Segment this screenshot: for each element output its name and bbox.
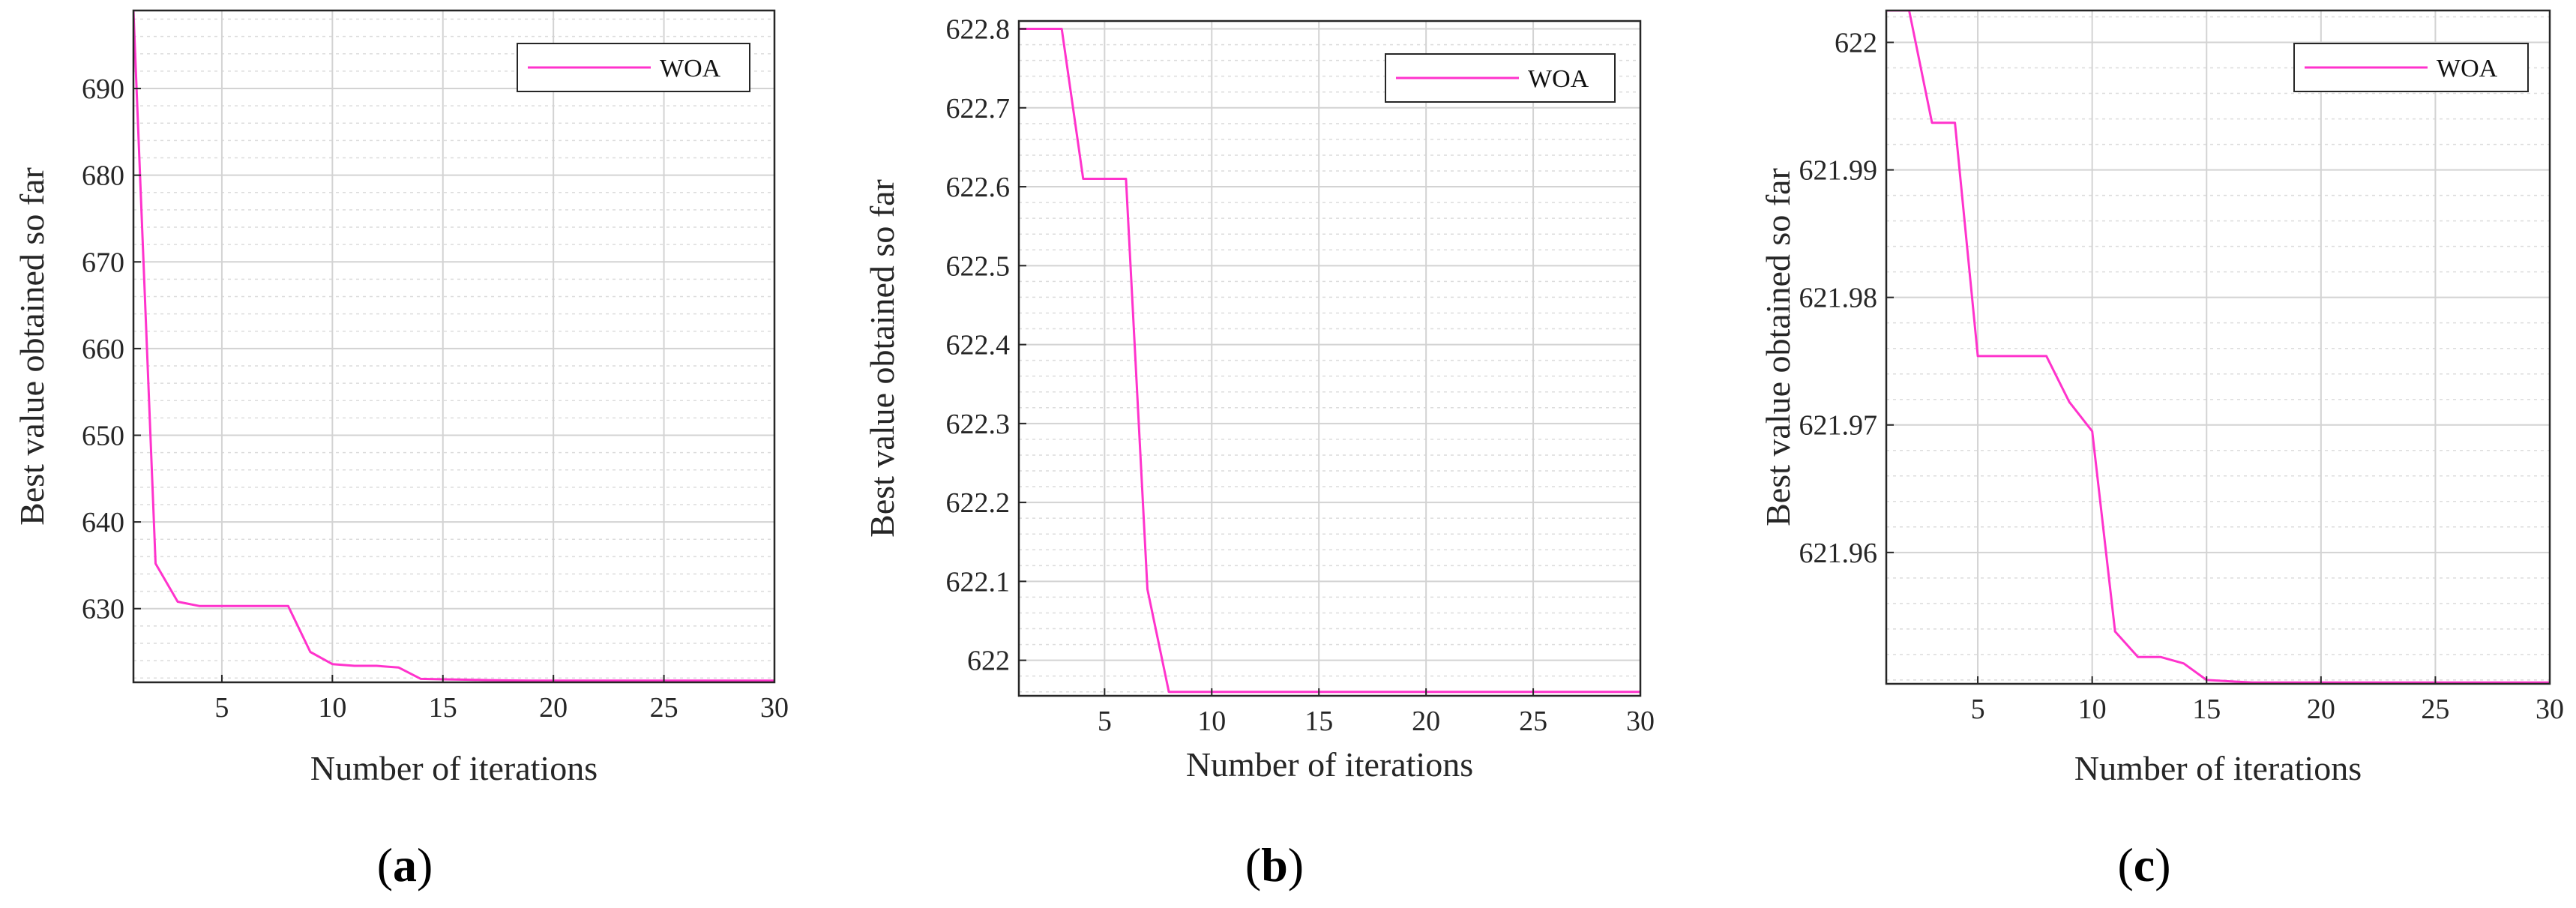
- legend-b: WOA: [1385, 53, 1616, 103]
- x-tick-label-b: 30: [1626, 706, 1655, 737]
- plot-frame-c: [1885, 9, 2551, 685]
- x-tick-label-c: 30: [2536, 694, 2564, 725]
- x-tick-label-a: 25: [650, 692, 678, 724]
- y-axis-label-b: Best value obtained so far: [863, 179, 901, 538]
- y-tick-label-b: 622: [967, 646, 1010, 677]
- y-tick-label-c: 621.96: [1799, 538, 1878, 569]
- x-axis-label-a: Number of iterations: [310, 749, 598, 787]
- x-axis-label-b: Number of iterations: [1186, 745, 1473, 784]
- y-tick-label-c: 622: [1835, 28, 1877, 59]
- y-axis-label-c: Best value obtained so far: [1759, 168, 1797, 526]
- caption-c: (c): [2117, 838, 2170, 892]
- y-tick-label-b: 622.6: [946, 172, 1011, 203]
- y-tick-label-b: 622.2: [946, 487, 1011, 519]
- y-tick-label-c: 621.97: [1799, 410, 1878, 442]
- x-tick-label-b: 25: [1519, 706, 1547, 737]
- caption-letter-b: b: [1261, 838, 1288, 892]
- x-tick-label-c: 15: [2192, 694, 2221, 725]
- chart-panel-c: 5 10 15 20 25 30 621.96 621.97 621.98 621.99 622 N…: [1759, 9, 2564, 787]
- legend-label-a: WOA: [660, 55, 721, 82]
- y-tick-label-a: 630: [82, 594, 124, 625]
- x-tick-label-a: 5: [214, 692, 229, 724]
- x-tick-label-a: 20: [539, 692, 568, 724]
- caption-b: (b): [1245, 838, 1304, 892]
- x-tick-label-a: 10: [318, 692, 346, 724]
- caption-letter-a: a: [393, 838, 417, 892]
- legend-label-c: WOA: [2437, 55, 2498, 82]
- x-tick-label-b: 5: [1098, 706, 1112, 737]
- y-tick-label-a: 660: [82, 334, 124, 365]
- legend-c: WOA: [2293, 43, 2529, 92]
- legend-label-b: WOA: [1528, 65, 1589, 93]
- x-tick-label-c: 5: [1971, 694, 1985, 725]
- x-tick-label-a: 30: [760, 692, 789, 724]
- chart-panel-a: 5 10 15 20 25 30 630 640 650 660 670 680 690 Number …: [13, 9, 789, 787]
- y-axis-label-a: Best value obtained so far: [13, 167, 51, 526]
- series-line-a: [133, 10, 774, 682]
- y-tick-label-c: 621.98: [1799, 283, 1878, 314]
- series-line-c: [1886, 10, 2550, 684]
- x-tick-label-c: 25: [2421, 694, 2449, 725]
- y-tick-label-a: 680: [82, 160, 124, 192]
- plot-frame-a: [132, 9, 776, 684]
- y-tick-label-b: 622.1: [946, 566, 1011, 598]
- caption-letter-c: c: [2134, 838, 2155, 892]
- x-axis-label-c: Number of iterations: [2074, 749, 2362, 787]
- plot-frame-b: [1017, 19, 1642, 697]
- y-tick-label-b: 622.5: [946, 250, 1011, 282]
- chart-panel-b: 5 10 15 20 25 30 622 622.1 622.2 622.3 622.4 622.5 6…: [863, 14, 1655, 784]
- x-tick-label-c: 20: [2307, 694, 2335, 725]
- x-tick-label-c: 10: [2078, 694, 2107, 725]
- y-tick-label-b: 622.7: [946, 93, 1011, 124]
- x-tick-label-b: 20: [1412, 706, 1440, 737]
- y-tick-label-a: 670: [82, 247, 124, 278]
- series-line-b: [1019, 28, 1640, 694]
- caption-a: (a): [377, 838, 433, 892]
- x-tick-label-b: 10: [1197, 706, 1226, 737]
- legend-a: WOA: [517, 43, 750, 92]
- y-tick-label-b: 622.8: [946, 14, 1011, 46]
- y-tick-label-b: 622.4: [946, 330, 1011, 361]
- y-tick-label-a: 650: [82, 421, 124, 452]
- y-tick-label-a: 640: [82, 507, 124, 538]
- x-tick-label-b: 15: [1304, 706, 1333, 737]
- y-tick-label-b: 622.3: [946, 409, 1011, 440]
- y-tick-label-c: 621.99: [1799, 155, 1878, 187]
- y-tick-label-a: 690: [82, 73, 124, 105]
- x-tick-label-a: 15: [429, 692, 457, 724]
